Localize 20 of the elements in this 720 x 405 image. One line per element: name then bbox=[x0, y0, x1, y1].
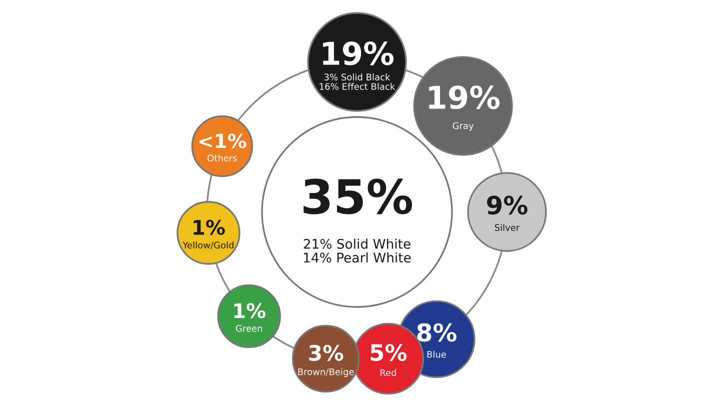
category-label: Green bbox=[236, 325, 262, 332]
data-label: 19% bbox=[323, 42, 394, 66]
data-label: 19% bbox=[429, 85, 500, 110]
category-label: Yellow/Gold bbox=[182, 242, 234, 250]
category-label: 3% Solid Black 16% Effect Black bbox=[320, 74, 396, 90]
category-label: Others bbox=[208, 154, 237, 162]
category-label: Blue bbox=[427, 350, 446, 358]
category-label: Red bbox=[380, 369, 396, 376]
data-label: 1% bbox=[234, 303, 266, 318]
category-label: Silver bbox=[494, 224, 520, 231]
category-label: Brown/Beige bbox=[298, 368, 354, 377]
data-label: 1% bbox=[194, 220, 225, 235]
data-label: 35% bbox=[304, 178, 412, 214]
category-label: Gray bbox=[452, 122, 474, 131]
data-label: 3% bbox=[309, 344, 344, 361]
category-label: 21% Solid White 14% Pearl White bbox=[304, 238, 411, 263]
data-label: <1% bbox=[200, 134, 246, 148]
data-label: 8% bbox=[417, 323, 456, 342]
data-label: 5% bbox=[370, 344, 407, 362]
data-label: 9% bbox=[487, 196, 528, 215]
